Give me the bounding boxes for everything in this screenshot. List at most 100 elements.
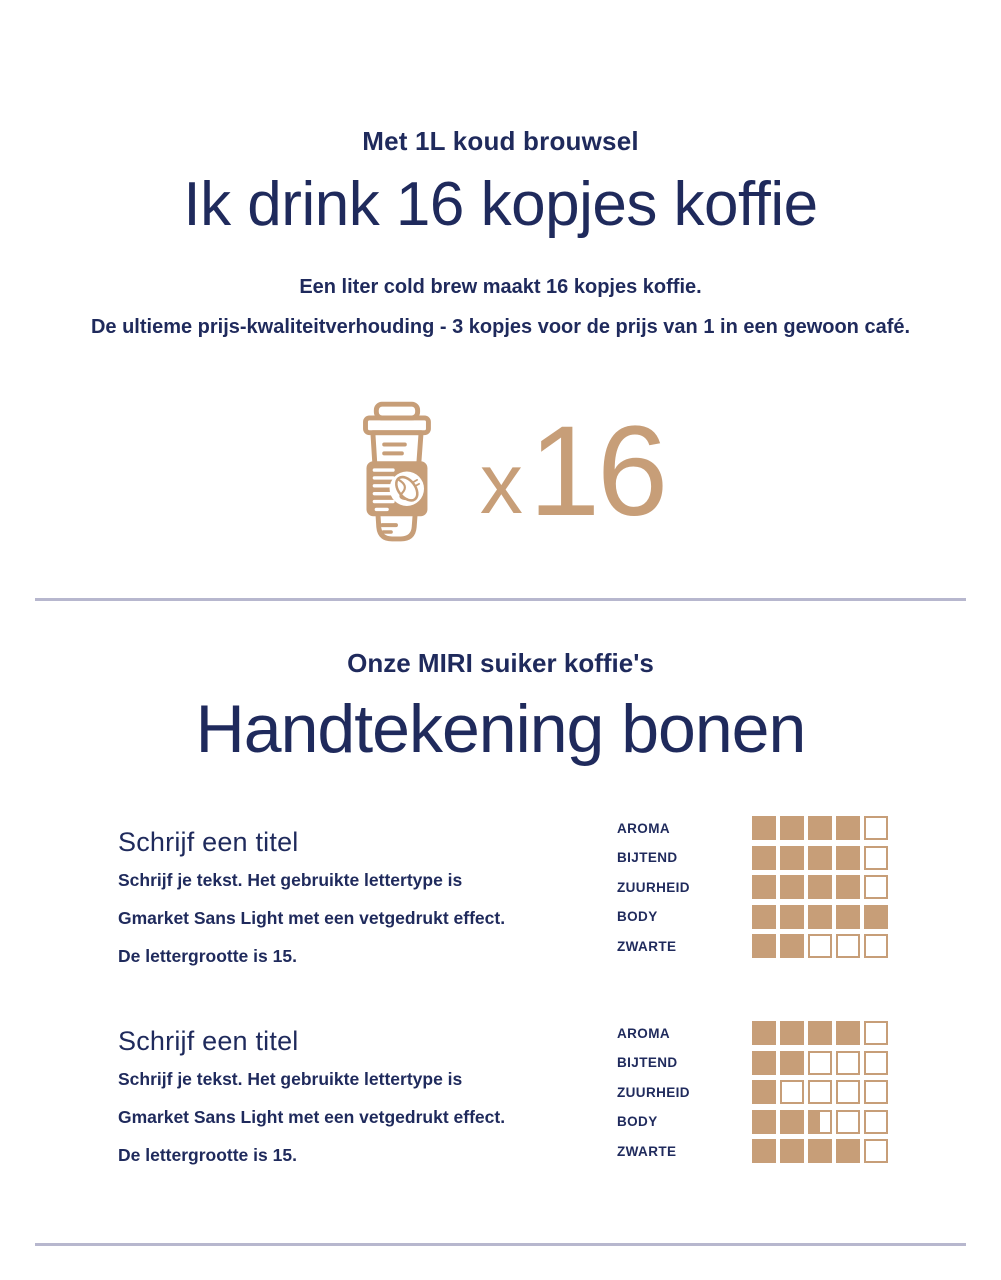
rating-square (752, 904, 776, 929)
rating-square (780, 1021, 804, 1045)
cup-multiplier-graphic: x 16 (0, 398, 1001, 550)
rating-label: ZUURHEID (617, 1084, 690, 1100)
rating-square (808, 1021, 832, 1045)
rating-row-zwarte: ZWARTE (617, 1139, 888, 1163)
rating-square (836, 934, 860, 958)
rating-squares (752, 1080, 888, 1104)
rating-square (864, 816, 888, 840)
rating-square (808, 1080, 832, 1104)
rating-square (864, 904, 888, 929)
rating-square (864, 1109, 888, 1134)
block-text-line: Schrijf je tekst. Het gebruikte letterty… (118, 1069, 463, 1089)
block-text-line: De lettergrootte is 15. (118, 946, 297, 966)
rating-square (836, 845, 860, 870)
rating-square (836, 1139, 860, 1163)
rating-square (808, 875, 832, 899)
rating-label: ZWARTE (617, 1143, 677, 1159)
rating-square (864, 875, 888, 899)
block-heading: Schrijf een titel (118, 1026, 299, 1056)
rating-square (836, 904, 860, 929)
rating-label: ZWARTE (617, 938, 677, 954)
rating-label: AROMA (617, 1025, 670, 1041)
hero-title: Ik drink 16 kopjes koffie (183, 170, 818, 239)
rating-square (808, 934, 832, 958)
rating-row-zwarte: ZWARTE (617, 934, 888, 958)
block-text-line: De lettergrootte is 15. (118, 1145, 297, 1165)
rating-row-bijtend: BIJTEND (617, 1050, 888, 1075)
rating-square (780, 1109, 804, 1134)
rating-square (752, 934, 776, 958)
hero-body-line-1: Een liter cold brew maakt 16 kopjes koff… (299, 276, 702, 298)
rating-square (780, 875, 804, 899)
rating-square (752, 1021, 776, 1045)
rating-squares (752, 1050, 888, 1075)
rating-label: BIJTEND (617, 850, 678, 865)
rating-squares (752, 1109, 888, 1134)
rating-square (752, 816, 776, 840)
rating-square (864, 845, 888, 870)
rating-square (808, 1109, 832, 1134)
bean-block-2-text: Schrijf een titel Schrijf je tekst. Het … (118, 1025, 588, 1183)
rating-label: ZUURHEID (617, 879, 690, 895)
rating-square (808, 1139, 832, 1163)
rating-square (864, 1080, 888, 1104)
multiplier-count: 16 (528, 400, 668, 543)
block-text-line: Gmarket Sans Light met een vetgedrukt ef… (118, 908, 506, 928)
takeaway-coffee-cup-icon (362, 401, 431, 542)
rating-row-zuurheid: ZUURHEID (617, 1080, 888, 1104)
rating-grid-2: AROMA BIJTEND ZUURHEID BODY ZWARTE (617, 1021, 888, 1169)
rating-square (780, 1139, 804, 1163)
rating-square (836, 1021, 860, 1045)
rating-square (780, 816, 804, 840)
bean-block-1-text: Schrijf een titel Schrijf je tekst. Het … (118, 826, 588, 984)
rating-squares (752, 816, 888, 840)
block-text-line: Schrijf je tekst. Het gebruikte letterty… (118, 870, 463, 890)
rating-row-body: BODY (617, 1109, 888, 1134)
rating-label: BODY (617, 1114, 658, 1129)
rating-square (780, 1080, 804, 1104)
rating-square (752, 845, 776, 870)
rating-square (752, 1080, 776, 1104)
hero-subtitle: Met 1L koud brouwsel (362, 126, 639, 156)
rating-square (752, 1050, 776, 1075)
rating-square (808, 1050, 832, 1075)
rating-square (808, 904, 832, 929)
rating-label: BODY (617, 909, 658, 924)
rating-square (836, 816, 860, 840)
rating-square (836, 875, 860, 899)
rating-squares (752, 934, 888, 958)
rating-square (808, 816, 832, 840)
rating-grid-1: AROMA BIJTEND ZUURHEID BODY ZWARTE (617, 816, 888, 964)
beans-subtitle: Onze MIRI suiker koffie's (347, 648, 654, 678)
rating-square (752, 1109, 776, 1134)
rating-square (836, 1080, 860, 1104)
rating-row-zuurheid: ZUURHEID (617, 875, 888, 899)
rating-square (836, 1109, 860, 1134)
rating-label: AROMA (617, 820, 670, 836)
rating-squares (752, 1021, 888, 1045)
rating-square (780, 934, 804, 958)
beans-title: Handtekening bonen (195, 691, 807, 767)
rating-square (752, 875, 776, 899)
rating-square (780, 1050, 804, 1075)
rating-squares (752, 875, 888, 899)
section-divider-bottom (35, 1243, 966, 1246)
rating-row-bijtend: BIJTEND (617, 845, 888, 870)
rating-square (780, 904, 804, 929)
rating-squares (752, 845, 888, 870)
multiplier-sign: x (479, 436, 523, 532)
block-text-line: Gmarket Sans Light met een vetgedrukt ef… (118, 1107, 506, 1127)
rating-row-aroma: AROMA (617, 816, 888, 840)
rating-square (864, 1021, 888, 1045)
rating-squares (752, 904, 888, 929)
rating-square (808, 845, 832, 870)
rating-square (752, 1139, 776, 1163)
rating-square (864, 934, 888, 958)
rating-square (864, 1139, 888, 1163)
rating-square (780, 845, 804, 870)
section-divider-top (35, 598, 966, 601)
block-heading: Schrijf een titel (118, 827, 299, 857)
rating-square (836, 1050, 860, 1075)
rating-row-aroma: AROMA (617, 1021, 888, 1045)
